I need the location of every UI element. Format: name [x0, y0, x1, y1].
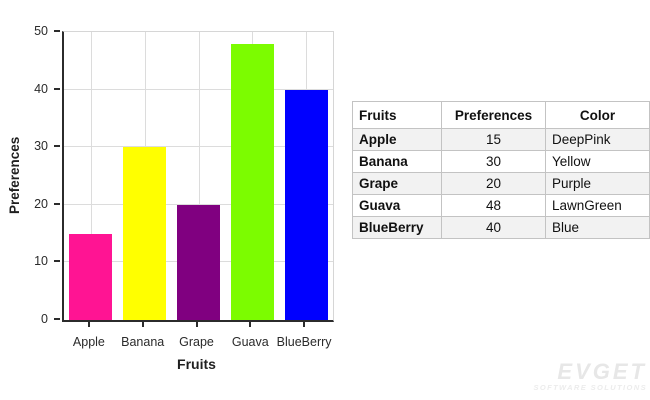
- plot-area: [62, 31, 334, 322]
- bar-guava: [230, 43, 274, 320]
- table-header-fruits: Fruits: [352, 101, 442, 129]
- table-cell-pref: 30: [441, 150, 546, 173]
- table-cell-pref: 20: [441, 172, 546, 195]
- gridline-v-grape: [198, 32, 200, 320]
- evget-watermark: EVGET SOFTWARE SOLUTIONS: [533, 360, 647, 392]
- gridline-v-apple: [90, 32, 92, 320]
- table-cell-color: Yellow: [545, 150, 650, 173]
- fruit-data-table: Fruits Preferences Color Apple 15 DeepPink Ba…: [352, 101, 650, 239]
- table-cell-fruit: Banana: [352, 150, 442, 173]
- table-row-apple: Apple 15 DeepPink: [352, 128, 650, 151]
- bar-grape: [177, 204, 220, 320]
- y-tick-mark-10: [54, 260, 60, 263]
- brand-tagline-text: SOFTWARE SOLUTIONS: [533, 383, 647, 392]
- y-tick-label-10: 10: [34, 254, 48, 269]
- y-tick-mark-40: [54, 87, 60, 90]
- x-tick-mark-blueberry: [303, 321, 306, 327]
- table-cell-color: Blue: [545, 216, 650, 239]
- y-tick-label-30: 30: [34, 139, 48, 154]
- y-tick-label-40: 40: [34, 81, 48, 96]
- table-header-preferences: Preferences: [441, 101, 546, 129]
- table-row-banana: Banana 30 Yellow: [352, 150, 650, 173]
- table-cell-pref: 48: [441, 194, 546, 217]
- table-body: Apple 15 DeepPink Banana 30 Yellow Grape 20 Purp…: [352, 128, 650, 239]
- y-tick-label-20: 20: [34, 196, 48, 211]
- table-cell-color: LawnGreen: [545, 194, 650, 217]
- x-tick-label-apple: Apple: [72, 335, 105, 349]
- table-cell-pref: 40: [441, 216, 546, 239]
- table-cell-fruit: Grape: [352, 172, 442, 195]
- table-header: Fruits Preferences Color: [352, 101, 650, 129]
- table-cell-color: Purple: [545, 172, 650, 195]
- bar-blueberry: [284, 89, 328, 320]
- table-cell-pref: 15: [441, 128, 546, 151]
- x-axis-title: Fruits: [177, 356, 216, 372]
- x-tick-label-blueberry: BlueBerry: [276, 335, 332, 349]
- brand-logo-text: EVGET: [557, 359, 647, 384]
- y-tick-mark-30: [54, 145, 60, 148]
- y-tick-mark-0: [54, 318, 60, 320]
- y-tick-mark-20: [54, 202, 60, 205]
- x-tick-mark-grape: [195, 321, 198, 327]
- x-tick-mark-banana: [141, 321, 144, 327]
- x-tick-mark-apple: [87, 321, 90, 327]
- table-header-color: Color: [545, 101, 650, 129]
- y-tick-label-50: 50: [34, 24, 48, 38]
- y-tick-mark-50: [54, 30, 60, 32]
- x-axis-tick-labels: Apple Banana Grape Guava BlueBerry: [62, 334, 332, 350]
- bar-banana: [123, 147, 167, 320]
- table-cell-fruit: Apple: [352, 128, 442, 151]
- bar-apple: [69, 233, 113, 320]
- x-axis-tick-marks: [62, 321, 331, 327]
- table-cell-fruit: Guava: [352, 194, 442, 217]
- table-row-guava: Guava 48 LawnGreen: [352, 194, 650, 217]
- x-tick-label-grape: Grape: [179, 335, 214, 349]
- table-row-grape: Grape 20 Purple: [352, 172, 650, 195]
- x-tick-mark-guava: [249, 321, 252, 327]
- table-cell-fruit: BlueBerry: [352, 216, 442, 239]
- y-tick-label-0: 0: [41, 312, 48, 326]
- table-row-blueberry: BlueBerry 40 Blue: [352, 216, 650, 239]
- x-tick-label-banana: Banana: [121, 335, 165, 349]
- x-tick-label-guava: Guava: [231, 335, 269, 349]
- y-axis-ticks: 0 10 20 30 40 50: [0, 24, 60, 326]
- table-cell-color: DeepPink: [545, 128, 650, 151]
